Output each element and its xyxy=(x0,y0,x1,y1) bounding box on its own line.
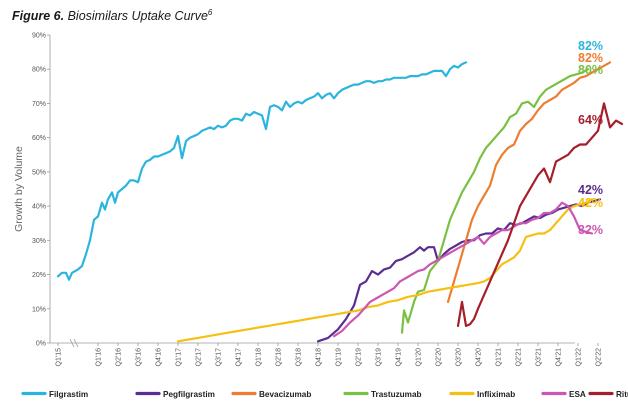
x-tick-label: Q3'16 xyxy=(136,348,143,367)
x-tick-label: Q2'16 xyxy=(116,348,123,367)
end-label-pegfilgrastim: 42% xyxy=(578,183,603,197)
figure-label: Figure 6. xyxy=(12,9,65,24)
figure-title: Figure 6. Biosimilars Uptake Curve6 xyxy=(12,8,212,23)
legend-label-trastuzumab: Trastuzumab xyxy=(371,390,422,399)
end-label-filgrastim: 82% xyxy=(578,39,603,53)
x-tick-label: Q3'21 xyxy=(536,348,543,367)
y-tick-label: 70% xyxy=(32,101,46,108)
end-label-trastuzumab: 80% xyxy=(578,63,603,77)
x-tick-label: Q2'18 xyxy=(276,348,283,367)
legend-label-filgrastim: Filgrastim xyxy=(49,390,88,399)
x-tick-label: Q1'15 xyxy=(56,348,63,367)
series-line-trastuzumab xyxy=(400,68,590,334)
x-tick-label: Q4'16 xyxy=(156,348,163,367)
y-axis-title: Growth by Volume xyxy=(13,146,25,232)
figure-footnote-ref: 6 xyxy=(207,8,213,17)
end-label-rituximab: 64% xyxy=(578,113,603,127)
x-tick-label: Q1'19 xyxy=(336,348,343,367)
x-tick-label: Q4'17 xyxy=(236,348,243,367)
y-tick-label: 0% xyxy=(36,341,46,348)
chart-legend: Filgrastim Pegfilgrastim Bevacizumab Trastu… xyxy=(21,390,628,399)
series-lines xyxy=(56,61,624,343)
y-tick-label: 20% xyxy=(32,272,46,279)
x-tick-label: Q1'16 xyxy=(96,348,103,367)
x-tick-label: Q2'22 xyxy=(596,348,603,367)
x-tick-label: Q3'18 xyxy=(296,348,303,367)
x-tick-label: Q1'20 xyxy=(416,348,423,367)
end-label-esa: 32% xyxy=(578,223,603,237)
series-line-rituximab xyxy=(456,102,624,327)
y-tick-label: 60% xyxy=(32,135,46,142)
legend-label-pegfilgrastim: Pegfilgrastim xyxy=(163,390,215,399)
x-tick-label: Q3'17 xyxy=(216,348,223,367)
y-tick-label: 40% xyxy=(32,204,46,211)
x-tick-label: Q1'22 xyxy=(576,348,583,367)
x-tick-label: Q4'18 xyxy=(316,348,323,367)
legend-label-bevacizumab: Bevacizumab xyxy=(259,390,311,399)
x-tick-label: Q2'17 xyxy=(196,348,203,367)
chart-axes: 0% 10% 20% 30% 40% 50% 60% 70% 80% 90% Growth by V… xyxy=(13,33,603,367)
series-line-esa xyxy=(332,201,594,338)
axis-break-mark xyxy=(69,338,79,348)
x-tick-label: Q2'20 xyxy=(436,348,443,367)
end-label-bevacizumab: 82% xyxy=(578,51,603,65)
end-labels: 82%42%82%80%42%32%64% xyxy=(578,39,603,237)
legend-label-rituximab: Rituximab xyxy=(616,390,628,399)
y-tick-label: 80% xyxy=(32,67,46,74)
x-tick-label: Q4'20 xyxy=(476,348,483,367)
series-line-infliximab xyxy=(176,198,594,343)
legend-label-esa: ESA xyxy=(569,390,586,399)
y-tick-label: 90% xyxy=(32,33,46,40)
x-tick-label: Q4'19 xyxy=(396,348,403,367)
x-tick-label: Q3'20 xyxy=(456,348,463,367)
series-line-bevacizumab xyxy=(446,61,612,303)
x-tick-label: Q4'21 xyxy=(556,348,563,367)
x-tick-label: Q2'19 xyxy=(356,348,363,367)
x-tick-label: Q2'21 xyxy=(516,348,523,367)
figure-title-text: Biosimilars Uptake Curve xyxy=(67,9,208,24)
x-tick-label: Q1'17 xyxy=(176,348,183,367)
y-tick-label: 50% xyxy=(32,169,46,176)
end-label-infliximab: 42% xyxy=(578,196,603,210)
y-tick-label: 10% xyxy=(32,306,46,313)
legend-label-infliximab: Infliximab xyxy=(477,390,515,399)
x-tick-label: Q3'19 xyxy=(376,348,383,367)
x-tick-label: Q1'21 xyxy=(496,348,503,367)
series-line-filgrastim xyxy=(56,61,468,281)
y-tick-label: 30% xyxy=(32,238,46,245)
x-tick-label: Q1'18 xyxy=(256,348,263,367)
